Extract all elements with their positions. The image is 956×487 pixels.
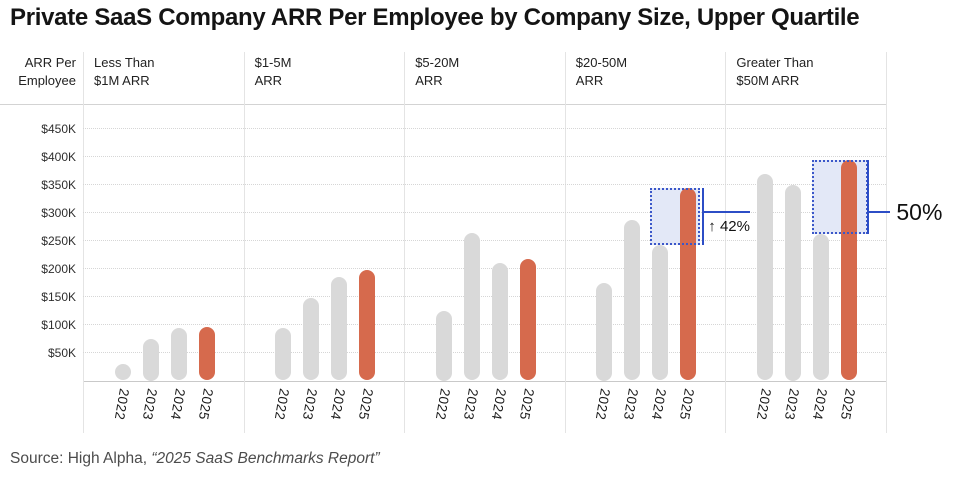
bar <box>463 232 480 381</box>
year-label: 2024 <box>649 387 670 422</box>
year-label: 2023 <box>621 387 642 422</box>
year-label: 2022 <box>432 387 453 422</box>
year-label: 2023 <box>139 387 160 422</box>
y-gridline <box>83 184 886 185</box>
year-label: 2023 <box>460 387 481 422</box>
panel-separator <box>725 52 727 433</box>
annotation-bracket-line <box>867 159 870 234</box>
y-gridline <box>83 212 886 213</box>
annotation-box-border <box>650 187 701 245</box>
year-label: 2024 <box>809 387 830 422</box>
year-label: 2022 <box>753 387 774 422</box>
y-tick-label: $100K <box>41 317 76 332</box>
group-header-line2: $50M ARR <box>736 73 800 88</box>
year-label: 2022 <box>271 387 293 422</box>
bar-highlighted <box>519 258 536 381</box>
group-header-line1: $5-20M <box>415 55 460 70</box>
y-tick-label: $250K <box>41 233 76 248</box>
bar-highlighted <box>359 270 376 381</box>
y-gridline <box>83 324 886 325</box>
bar-highlighted <box>840 159 857 381</box>
bar <box>652 244 669 381</box>
bar <box>114 364 131 381</box>
annotation-label-42pct: ↑ 42% <box>708 218 750 235</box>
group-header-line1: $20-50M <box>575 55 628 70</box>
year-label: 2022 <box>111 387 132 422</box>
y-gridline <box>83 268 886 269</box>
y-tick-label: $450K <box>41 121 76 136</box>
year-label: 2025 <box>837 387 858 422</box>
bar <box>331 277 348 381</box>
year-label: 2024 <box>327 387 349 422</box>
source-report-title: “2025 SaaS Benchmarks Report” <box>151 450 380 467</box>
page-title: Private SaaS Company ARR Per Employee by… <box>10 4 860 31</box>
y-gridline <box>83 240 886 241</box>
y-tick-label: $50K <box>47 345 76 360</box>
group-header-line1: $1-5M <box>254 55 292 70</box>
year-label: 2025 <box>195 387 216 422</box>
group-header-line2: ARR <box>254 73 283 88</box>
bar-highlighted <box>680 187 697 381</box>
panel-separator <box>564 52 566 433</box>
bar <box>275 327 292 381</box>
y-tick-label: $150K <box>41 289 76 304</box>
year-label: 2022 <box>593 387 614 422</box>
source-prefix: Source: High Alpha, <box>10 450 152 467</box>
year-label: 2025 <box>516 387 537 422</box>
group-header-line1: Greater Than <box>736 55 814 70</box>
annotation-box-border <box>811 159 869 234</box>
group-header-line2: $1M ARR <box>94 73 150 88</box>
bar <box>303 298 320 381</box>
year-label: 2023 <box>781 387 802 422</box>
header-divider-line <box>0 103 886 105</box>
bar <box>756 173 773 381</box>
y-tick-label: $350K <box>41 177 76 192</box>
year-label: 2023 <box>299 387 321 422</box>
annotation-tick-line <box>703 211 751 213</box>
panel-separator <box>243 52 245 433</box>
source-text: Source: High Alpha, “2025 SaaS Benchmark… <box>10 450 380 468</box>
axis-label-employee: Employee <box>18 73 76 88</box>
year-label: 2025 <box>355 387 377 422</box>
year-label: 2024 <box>488 387 509 422</box>
year-label: 2025 <box>677 387 698 422</box>
bar <box>596 283 613 381</box>
y-gridline <box>83 296 886 297</box>
y-gridline <box>83 128 886 129</box>
y-tick-label: $300K <box>41 205 76 220</box>
panel-separator <box>404 52 406 433</box>
bar <box>435 311 452 381</box>
y-tick-label: $200K <box>41 261 76 276</box>
bar <box>784 185 801 381</box>
axis-label-arr-per: ARR Per <box>24 55 76 70</box>
group-header-line2: ARR <box>415 73 443 88</box>
bar-highlighted <box>198 326 215 381</box>
annotation-tick-line <box>868 211 891 213</box>
panel-separator <box>886 52 887 433</box>
x-axis-baseline <box>83 381 886 382</box>
panel-separator <box>83 52 84 433</box>
bar <box>491 263 508 381</box>
bar <box>624 219 641 381</box>
y-gridline <box>83 156 886 157</box>
annotation-label-50pct: 50% <box>896 199 943 225</box>
bar <box>142 339 159 381</box>
group-header-line2: ARR <box>575 73 604 88</box>
y-gridline <box>83 352 886 353</box>
year-label: 2024 <box>167 387 188 422</box>
group-header-line1: Less Than <box>94 55 155 70</box>
bar <box>170 327 187 381</box>
annotation-box-fill <box>811 159 869 234</box>
bar <box>812 233 829 381</box>
annotation-bracket-line <box>702 187 705 245</box>
y-tick-label: $400K <box>41 149 76 164</box>
